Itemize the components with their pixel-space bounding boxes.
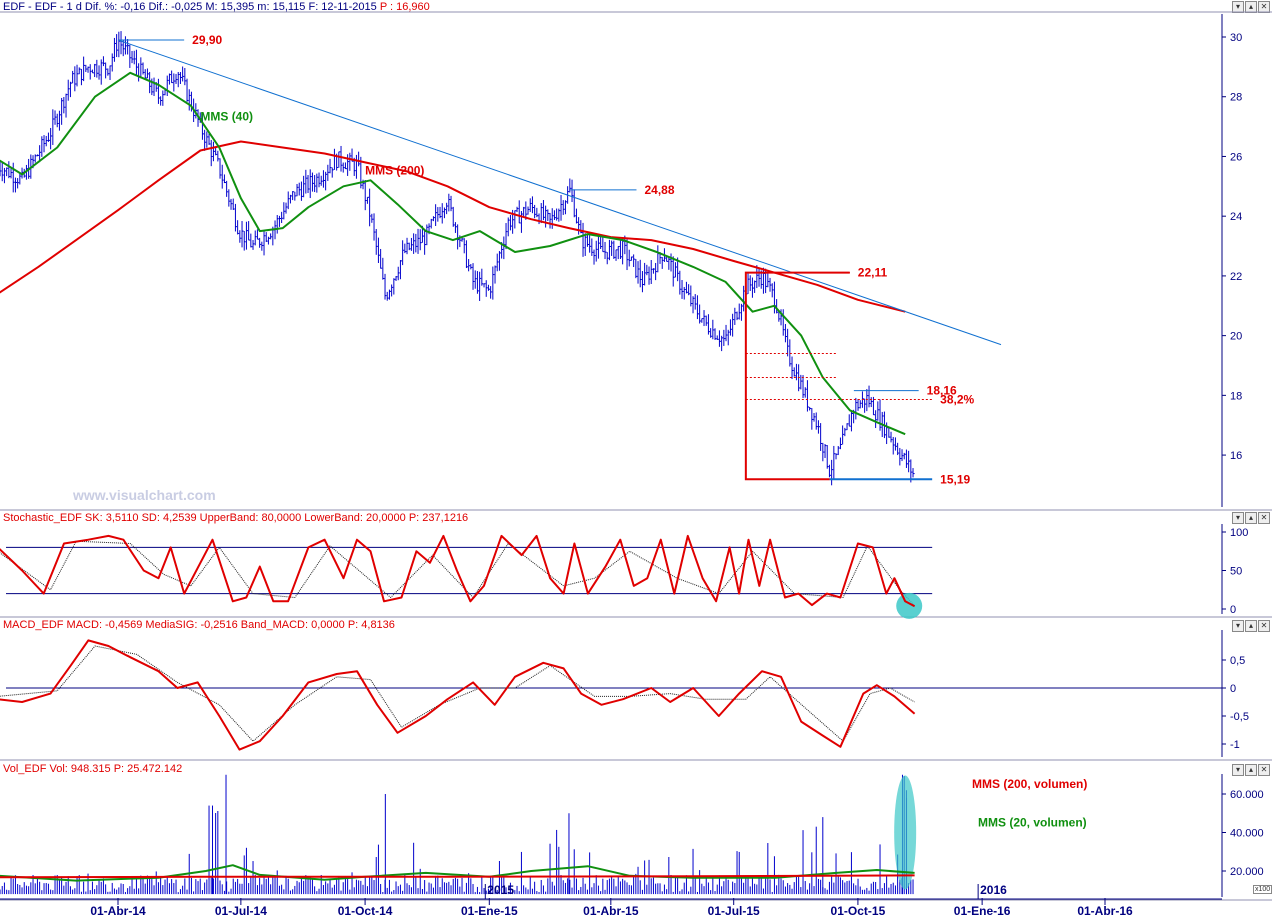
year-marker: 2016	[980, 883, 1007, 897]
year-marker: 2015	[487, 883, 514, 897]
price-header-text: EDF - EDF - 1 d Dif. %: -0,16 Dif.: -0,0…	[3, 1, 377, 13]
stoch-header: Stochastic_EDF SK: 3,5110 SD: 4,2539 Upp…	[3, 512, 469, 524]
price-tick-label: 16	[1230, 450, 1242, 462]
stoch-tick-label: 0	[1230, 604, 1236, 616]
mms40-line	[0, 71, 906, 436]
minimize-button[interactable]: ▾	[1232, 620, 1244, 632]
close-button[interactable]: ✕	[1258, 512, 1270, 524]
price-tick-label: 24	[1230, 211, 1242, 223]
x-tick-label: 01-Jul-14	[215, 904, 267, 917]
trendline	[117, 39, 1002, 346]
macd-header: MACD_EDF MACD: -0,4569 MediaSIG: -0,2516…	[3, 619, 395, 631]
minimize-button[interactable]: ▾	[1232, 512, 1244, 524]
watermark: www.visualchart.com	[73, 487, 216, 503]
price-tick-label: 22	[1230, 271, 1242, 283]
stoch-sk-tail	[893, 577, 916, 608]
vol-header: Vol_EDF Vol: 948.315 P: 25.472.142	[3, 763, 183, 775]
maximize-button[interactable]: ▴	[1245, 764, 1257, 776]
price-tick-label: 18	[1230, 390, 1242, 402]
macd-tick-label: -0,5	[1230, 711, 1249, 723]
level-label: 29,90	[192, 33, 222, 47]
maximize-button[interactable]: ▴	[1245, 512, 1257, 524]
x-tick-label: 01-Ene-16	[954, 904, 1011, 917]
stoch-tick-label: 100	[1230, 527, 1248, 539]
x-tick-label: 01-Abr-16	[1077, 904, 1133, 917]
vol-panel-buttons: ▾ ▴ ✕	[1232, 764, 1270, 776]
price-tick-label: 28	[1230, 92, 1242, 104]
stoch-highlight	[896, 592, 923, 619]
level-label: 15,19	[940, 472, 970, 486]
fib-box	[744, 271, 850, 481]
minimize-button[interactable]: ▾	[1232, 764, 1244, 776]
mms200-line	[0, 140, 906, 313]
vol-tick-label: 40.000	[1230, 828, 1264, 840]
price-header: EDF - EDF - 1 d Dif. %: -0,16 Dif.: -0,0…	[3, 1, 430, 13]
volume-highlight	[894, 775, 917, 890]
price-tick-label: 30	[1230, 32, 1242, 44]
fib-label: 38,2%	[940, 393, 974, 407]
stoch-tick-label: 50	[1230, 566, 1242, 578]
panel-frames	[0, 14, 1272, 901]
vol-tick-label: 60.000	[1230, 789, 1264, 801]
stoch-panel-buttons: ▾ ▴ ✕	[1232, 512, 1270, 524]
level-label: 22,11	[858, 266, 888, 280]
vol-tick-label: 20.000	[1230, 866, 1264, 878]
vol-mms20-line	[0, 864, 915, 882]
macd-line	[0, 639, 916, 751]
macd-tick-label: -1	[1230, 739, 1240, 751]
close-button[interactable]: ✕	[1258, 764, 1270, 776]
macd-tick-label: 0,5	[1230, 655, 1245, 667]
maximize-button[interactable]: ▴	[1245, 620, 1257, 632]
x-tick-label: 01-Jul-15	[708, 904, 760, 917]
x-tick-label: 01-Ene-15	[461, 904, 518, 917]
x-tick-label: 01-Abr-15	[583, 904, 639, 917]
vol-legend-mms20: MMS (20, volumen)	[978, 816, 1087, 830]
macd-tick-label: 0	[1230, 683, 1236, 695]
vol-legend-mms200: MMS (200, volumen)	[972, 777, 1087, 791]
stoch-sk-line	[0, 534, 916, 608]
price-header-last: P : 16,960	[379, 1, 430, 13]
price-tick-label: 26	[1230, 151, 1242, 163]
x-tick-label: 01-Oct-15	[831, 904, 886, 917]
level-label: 18,16	[927, 384, 957, 398]
vol-mms200-line	[0, 874, 915, 879]
x-tick-label: 01-Oct-14	[338, 904, 393, 917]
mms200-label: MMS (200)	[365, 163, 424, 177]
price-tick-label: 20	[1230, 331, 1242, 343]
x-tick-label: 01-Abr-14	[90, 904, 146, 917]
macd-panel-buttons: ▾ ▴ ✕	[1232, 620, 1270, 632]
close-button[interactable]: ✕	[1258, 620, 1270, 632]
price-bars	[0, 31, 915, 486]
mms40-label: MMS (40)	[200, 110, 253, 124]
level-label: 24,88	[644, 183, 674, 197]
